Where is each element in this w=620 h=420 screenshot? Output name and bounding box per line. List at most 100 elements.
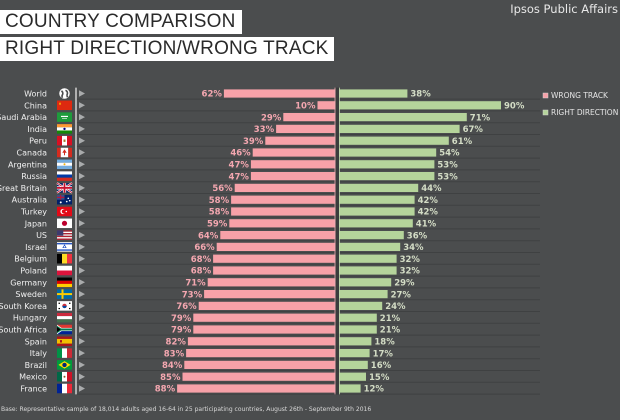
flag-us-icon <box>57 230 72 240</box>
bar-wrong-track <box>265 136 336 145</box>
country-label: Belgium <box>14 255 47 264</box>
bar-right-direction <box>339 290 388 299</box>
row-arrow-icon <box>79 208 85 215</box>
bar-right-direction <box>339 266 397 275</box>
value-label-right-direction: 21% <box>380 314 401 324</box>
bar-wrong-track <box>213 266 336 275</box>
country-label: US <box>36 231 47 240</box>
value-label-right-direction: 21% <box>380 326 401 336</box>
bar-right-direction <box>339 89 408 98</box>
value-label-right-direction: 42% <box>418 208 439 218</box>
bar-wrong-track <box>187 337 336 346</box>
bar-wrong-track <box>182 372 336 381</box>
country-label: France <box>20 385 47 394</box>
flag-poland-icon <box>57 265 72 276</box>
value-label-right-direction: 54% <box>439 149 460 159</box>
chart-subtitle: RIGHT DIRECTION/WRONG TRACK <box>0 37 335 61</box>
country-label: Brazil <box>25 361 47 370</box>
country-label: Spain <box>25 337 47 346</box>
chart-row-france: France 88% 12% <box>20 383 540 395</box>
flag-hungary-icon <box>57 312 72 323</box>
value-label-wrong-track: 76% <box>176 302 197 312</box>
value-label-wrong-track: 66% <box>194 243 215 253</box>
bar-wrong-track <box>184 360 336 369</box>
value-label-wrong-track: 47% <box>229 172 250 182</box>
bar-wrong-track <box>193 325 336 334</box>
bar-right-direction <box>339 301 383 310</box>
row-arrow-icon <box>79 338 85 345</box>
bar-wrong-track <box>216 242 336 251</box>
value-label-wrong-track: 46% <box>230 149 251 159</box>
value-label-wrong-track: 47% <box>229 161 250 171</box>
bar-right-direction <box>339 172 435 181</box>
flag-japan-icon <box>57 218 72 229</box>
country-label: India <box>27 125 47 134</box>
value-label-wrong-track: 79% <box>171 326 192 336</box>
row-arrow-icon <box>79 385 85 392</box>
value-label-right-direction: 41% <box>416 220 437 230</box>
value-label-right-direction: 38% <box>410 90 431 100</box>
bar-right-direction <box>339 384 361 393</box>
value-label-wrong-track: 56% <box>212 184 233 194</box>
row-arrow-icon <box>79 184 85 192</box>
value-label-wrong-track: 39% <box>243 137 264 147</box>
value-label-right-direction: 44% <box>421 184 442 194</box>
bar-wrong-track <box>234 183 336 192</box>
value-label-wrong-track: 10% <box>295 102 316 112</box>
country-label: Saudi Arabia <box>0 113 47 122</box>
chart-row-south-africa: South Africa 79% 21% <box>0 324 540 336</box>
bar-wrong-track <box>223 89 336 98</box>
bar-wrong-track <box>317 101 336 110</box>
value-label-right-direction: 29% <box>394 279 415 289</box>
value-label-right-direction: 36% <box>407 231 428 241</box>
value-label-wrong-track: 73% <box>182 290 203 300</box>
chart-row-south-korea: South Korea 76% 24% <box>0 301 540 312</box>
value-label-wrong-track: 88% <box>155 385 176 395</box>
bar-right-direction <box>339 242 401 251</box>
row-arrow-icon <box>79 113 85 121</box>
country-label: Japan <box>24 219 47 228</box>
value-label-right-direction: 90% <box>504 102 525 112</box>
flag-peru-icon <box>57 135 72 146</box>
row-arrow-icon <box>79 149 85 156</box>
value-label-right-direction: 34% <box>403 243 424 253</box>
chart-row-canada: Canada 46% 54% <box>17 147 540 159</box>
flag-india-icon <box>57 124 72 134</box>
chart-row-russia: Russia 47% 53% <box>21 171 540 182</box>
chart-row-israel: Israel 66% 34% <box>25 242 540 253</box>
chart-row-japan: Japan 59% 41% <box>24 218 540 230</box>
row-arrow-icon <box>79 161 85 168</box>
bar-right-direction <box>339 101 501 110</box>
value-label-wrong-track: 62% <box>202 90 223 100</box>
flag-great-britain-icon <box>56 182 73 194</box>
bar-wrong-track <box>231 207 336 216</box>
bar-right-direction <box>339 183 419 192</box>
value-label-wrong-track: 59% <box>207 220 228 230</box>
flag-russia-icon <box>57 171 72 181</box>
value-label-wrong-track: 58% <box>209 208 230 218</box>
chart-row-great-britain: Great Britain 56% 44% <box>0 182 540 194</box>
row-arrow-icon <box>79 172 85 180</box>
value-label-right-direction: 27% <box>391 290 412 300</box>
country-label: Germany <box>10 278 47 287</box>
bar-wrong-track <box>283 113 336 122</box>
value-label-wrong-track: 68% <box>191 267 212 277</box>
bar-wrong-track <box>204 290 336 299</box>
bar-right-direction <box>339 219 413 228</box>
flag-israel-icon <box>57 242 72 252</box>
bar-wrong-track <box>250 160 336 169</box>
chart-row-australia: Australia 58% 42% <box>12 194 540 206</box>
country-label: Italy <box>30 349 48 358</box>
value-label-wrong-track: 79% <box>171 314 192 324</box>
flag-china-icon <box>57 100 72 111</box>
chart-row-spain: Spain 82% 18% <box>25 336 540 348</box>
value-label-right-direction: 16% <box>371 361 392 371</box>
chart-row-belgium: Belgium 68% 32% <box>14 253 540 265</box>
value-label-wrong-track: 64% <box>198 231 219 241</box>
value-label-right-direction: 42% <box>418 196 439 206</box>
flag-south-africa-icon <box>57 324 72 335</box>
row-arrow-icon <box>79 290 85 298</box>
flag-brazil-icon <box>57 360 72 370</box>
chart-row-argentina: Argentina 47% 53% <box>8 159 540 171</box>
chart-row-mexico: Mexico 85% 15% <box>19 371 540 383</box>
